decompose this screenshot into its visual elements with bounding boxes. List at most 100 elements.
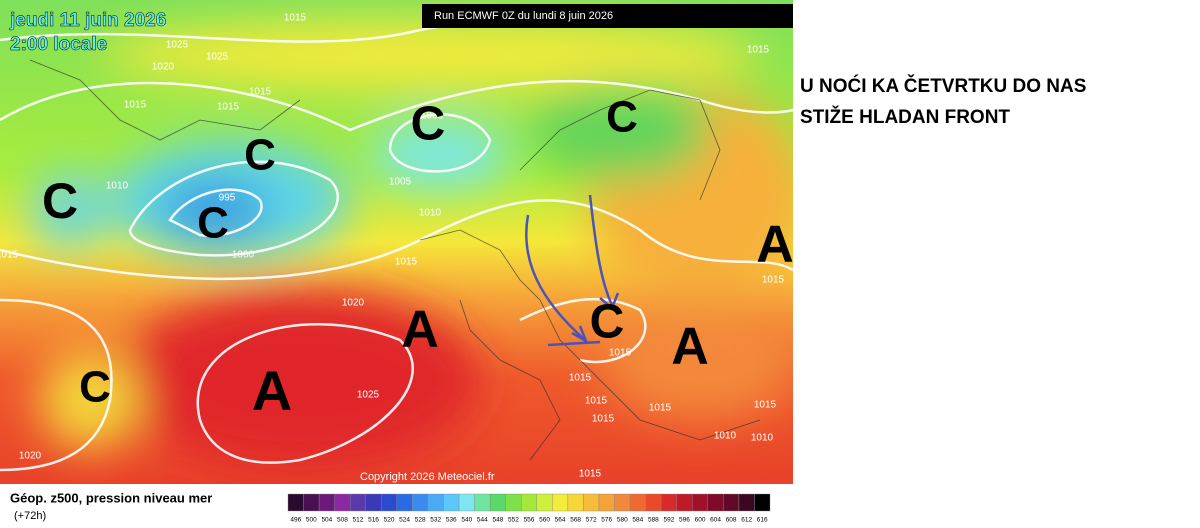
colorbar-label: 516 <box>368 517 379 524</box>
front-arrows <box>525 194 620 347</box>
colorbar-label: 556 <box>524 517 535 524</box>
isobar-label: 1005 <box>389 177 412 188</box>
copyright: Copyright 2026 Meteociel.fr <box>360 471 495 483</box>
pressure-center: C <box>42 173 78 229</box>
colorbar-cell <box>583 493 600 512</box>
colorbar-label: 580 <box>617 517 628 524</box>
colorbar-label: 584 <box>632 517 643 524</box>
colorbar-label: 508 <box>337 517 348 524</box>
colorbar-label: 548 <box>492 517 503 524</box>
colorbar-cell <box>660 493 677 512</box>
run-banner <box>422 4 793 28</box>
colorbar-label: 600 <box>695 517 706 524</box>
pressure-center: C <box>606 93 638 142</box>
colorbar-label: 616 <box>757 517 768 524</box>
date-label: jeudi 11 juin 2026 <box>9 10 166 31</box>
isobar-label: 1015 <box>592 414 615 425</box>
colorbar-cell <box>458 493 475 512</box>
isobar-label: 1015 <box>747 45 770 56</box>
colorbar-label: 540 <box>461 517 472 524</box>
colorbar-cell <box>349 493 366 512</box>
colorbar-cell <box>396 493 413 512</box>
colorbar-cell <box>692 493 709 512</box>
isobar-label: 1010 <box>419 208 442 219</box>
run-label: Run ECMWF 0Z du lundi 8 juin 2026 <box>434 10 613 22</box>
isobar-label: 1015 <box>585 396 608 407</box>
colorbar-label: 528 <box>415 517 426 524</box>
colorbar-label: 536 <box>446 517 457 524</box>
isobar-label: 1015 <box>0 250 19 261</box>
colorbar-label: 500 <box>306 517 317 524</box>
colorbar-cell <box>738 493 755 512</box>
isobar-label: 1005 <box>421 111 444 122</box>
pressure-center: C <box>197 199 229 248</box>
pressure-center: A <box>756 216 794 274</box>
colorbar-cell <box>287 493 304 512</box>
colorbar-cell <box>381 493 398 512</box>
colorbar-label: 604 <box>710 517 721 524</box>
colorbar-cell <box>723 493 740 512</box>
isobar-label: 1015 <box>249 87 272 98</box>
isobar-label: 1010 <box>714 431 737 442</box>
colorbar-cell <box>598 493 615 512</box>
annotation-line: U NOĆI KA ČETVRTKU DO NAS <box>800 76 1087 97</box>
isobar-label: 1015 <box>754 400 777 411</box>
colorbar-label: 512 <box>353 517 364 524</box>
isobar-label: 1025 <box>357 390 380 401</box>
isobar-label: 1020 <box>342 298 365 309</box>
isobar-label: 1015 <box>217 102 240 113</box>
colorbar-cell <box>474 493 491 512</box>
map-field <box>0 0 793 484</box>
colorbar-label: 564 <box>555 517 566 524</box>
colorbar-label: 576 <box>601 517 612 524</box>
isobar-label: 1025 <box>166 40 189 51</box>
colorbar-label: 596 <box>679 517 690 524</box>
colorbar-label: 588 <box>648 517 659 524</box>
colorbar-cell <box>505 493 522 512</box>
colorbar-cell <box>443 493 460 512</box>
colorbar-cell <box>303 493 320 512</box>
colorbar-cell <box>567 493 584 512</box>
isobar-label: 1010 <box>106 181 129 192</box>
colorbar-label: 568 <box>570 517 581 524</box>
isobar-label: 1010 <box>751 433 774 444</box>
colorbar-label: 552 <box>508 517 519 524</box>
pressure-center: C <box>244 131 276 180</box>
legend-title: Géop. z500, pression niveau mer <box>10 490 212 505</box>
colorbar-label: 504 <box>321 517 332 524</box>
isobars <box>0 18 793 472</box>
colorbar-cell <box>536 493 553 512</box>
pressure-center: A <box>252 359 292 422</box>
colorbar-cell <box>754 493 771 512</box>
colorbar-cell <box>552 493 569 512</box>
isobar-label: 1020 <box>19 451 42 462</box>
pressure-center: C <box>590 296 625 349</box>
coastlines <box>29 59 761 461</box>
isobar-label: 1015 <box>609 348 632 359</box>
colorbar-cell <box>521 493 537 512</box>
colorbar-cell <box>412 493 429 512</box>
colorbar-cell <box>334 493 351 512</box>
pressure-center: A <box>671 318 709 376</box>
colorbar-cell <box>427 493 444 512</box>
colorbar-label: 524 <box>399 517 410 524</box>
colorbar-label: 592 <box>664 517 675 524</box>
isobar-label: 995 <box>219 193 236 204</box>
colorbar-cell <box>318 493 335 512</box>
colorbar-label: 520 <box>384 517 395 524</box>
colorbar-label: 496 <box>290 517 301 524</box>
annotation-line: STIŽE HLADAN FRONT <box>800 107 1011 128</box>
isobar-label: 1015 <box>284 13 307 24</box>
colorbar-cell <box>629 493 646 512</box>
time-label: 2:00 locale <box>10 34 107 55</box>
isobar-label: 1015 <box>569 373 592 384</box>
colorbar-cell <box>645 493 662 512</box>
colorbar-label: 532 <box>430 517 441 524</box>
colorbar-cell <box>676 493 693 512</box>
colorbar-label: 560 <box>539 517 550 524</box>
isobar-label: 1020 <box>152 62 175 73</box>
colorbar-label: 612 <box>741 517 752 524</box>
isobar-label: 1015 <box>649 403 672 414</box>
isobar-label: 1025 <box>206 52 229 63</box>
